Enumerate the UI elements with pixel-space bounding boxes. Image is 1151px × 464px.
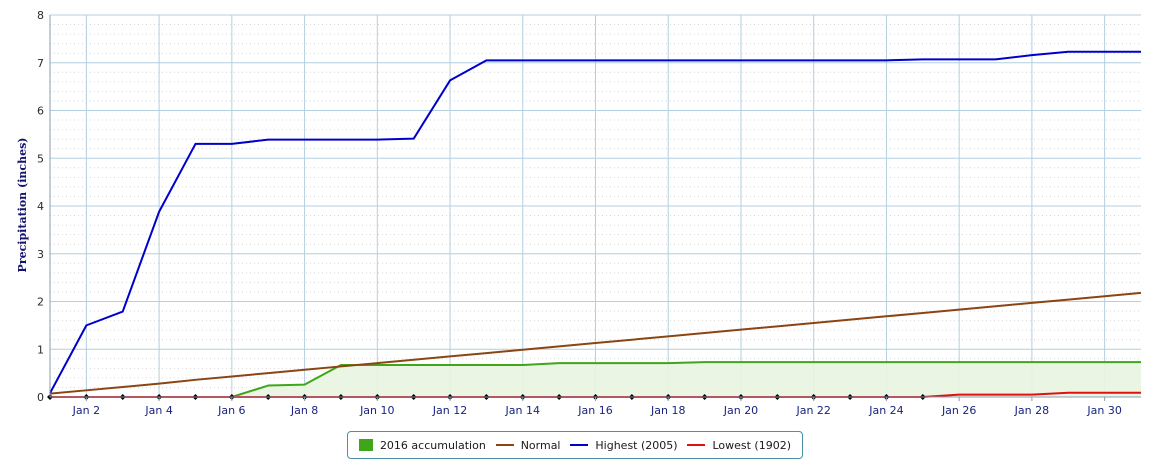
area-layer [50, 362, 1141, 397]
legend-label: Highest (2005) [595, 438, 678, 452]
x-tick-label: Jan 12 [432, 404, 467, 417]
legend-swatch [570, 444, 589, 446]
series-normal-line [49, 291, 1142, 395]
y-tick-label: 5 [37, 152, 44, 165]
x-tick-label: Jan 28 [1014, 404, 1049, 417]
legend: 2016 accumulation Normal Highest (2005) … [347, 431, 803, 459]
y-tick-label: 6 [37, 105, 44, 118]
y-tick-label: 2 [37, 296, 44, 309]
axis-layer: 0 1 2 3 4 5 6 7 8 Jan 2 Jan 4 Jan 6 Jan 8 Jan 10 Jan 1… [37, 9, 1141, 417]
grid [50, 14, 1141, 398]
legend-swatch [358, 439, 373, 451]
x-tick-label: Jan 18 [650, 404, 685, 417]
x-tick-label: Jan 14 [505, 404, 540, 417]
x-tick-label: Jan 16 [577, 404, 612, 417]
x-tick-label: Jan 8 [290, 404, 318, 417]
y-tick-label: 3 [37, 248, 44, 261]
legend-swatch [687, 444, 706, 446]
y-tick-label: 0 [37, 391, 44, 404]
x-tick-label: Jan 2 [72, 404, 100, 417]
x-tick-label: Jan 26 [941, 404, 976, 417]
legend-item-lowest[interactable]: Lowest (1902) [687, 439, 791, 452]
y-tick-label: 4 [37, 200, 44, 213]
series-highest-2005-line [49, 50, 1141, 394]
y-axis-label: Precipitation (inches) [16, 138, 29, 273]
x-tick-label: Jan 30 [1086, 404, 1121, 417]
y-tick-label: 8 [37, 9, 44, 22]
y-tick-label: 1 [37, 343, 44, 356]
series-2016-accumulation-area [50, 362, 1141, 397]
legend-label: Lowest (1902) [712, 438, 791, 452]
x-tick-label: Jan 22 [795, 404, 830, 417]
legend-item-2016[interactable]: 2016 accumulation [358, 438, 486, 452]
x-tick-label: Jan 10 [359, 404, 394, 417]
x-tick-label: Jan 4 [144, 404, 172, 417]
x-tick-label: Jan 20 [723, 404, 758, 417]
legend-item-highest[interactable]: Highest (2005) [570, 438, 678, 452]
legend-swatch [495, 444, 514, 446]
x-tick-label: Jan 6 [217, 404, 245, 417]
x-tick-label: Jan 24 [868, 404, 903, 417]
legend-item-normal[interactable]: Normal [495, 438, 561, 452]
legend-label: Normal [520, 438, 561, 452]
y-tick-label: 7 [37, 57, 44, 70]
legend-label: 2016 accumulation [379, 438, 486, 452]
